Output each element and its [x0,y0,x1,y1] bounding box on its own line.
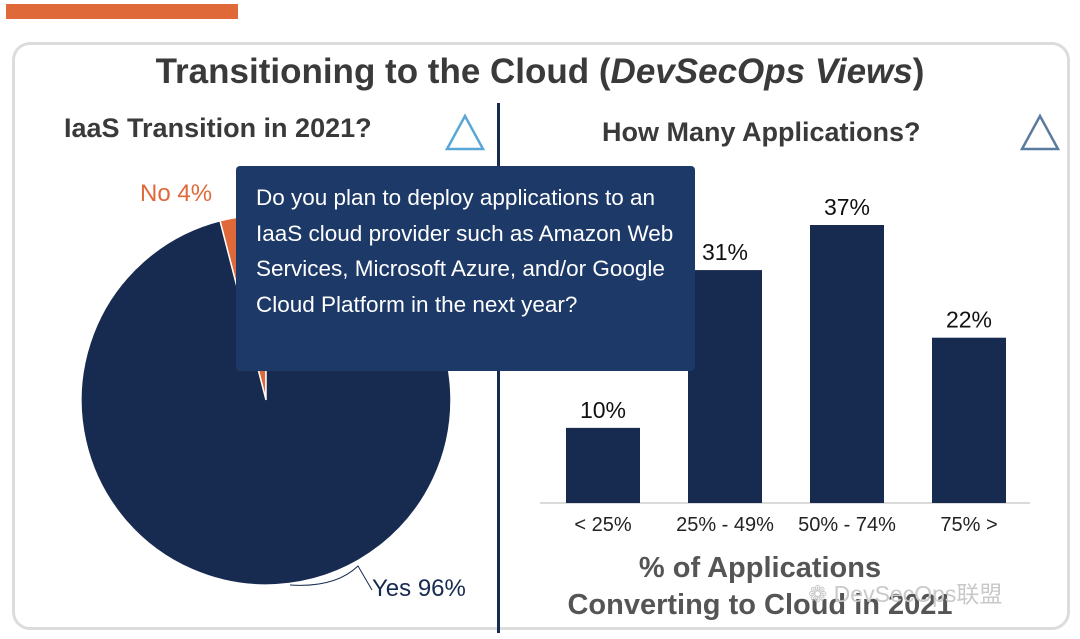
bar-2 [810,225,884,503]
x-axis-label-line2: Converting to Cloud in 2021 [567,589,953,621]
bar-chart: 10% 31% 37% 22% [540,194,1030,504]
bar-data-label-2: 37% [824,194,870,220]
accent-bar [6,4,238,19]
title-close: ) [912,52,925,91]
left-panel-title: IaaS Transition in 2021? [64,113,372,143]
right-panel-title: How Many Applications? [602,117,921,147]
title-main: Transitioning to the Cloud ( [155,52,611,91]
bar-0 [566,427,640,503]
bar-data-label-0: 10% [580,397,626,423]
triangle-outline-icon [444,113,486,151]
wechat-logo-icon: ❁ [808,581,834,607]
x-tick-label-1: 25% - 49% [676,514,774,536]
watermark: ❁ DevSecOps联盟 [808,575,1002,609]
triangle-outline-icon [1019,113,1061,151]
bar-data-label-3: 22% [946,307,992,333]
title-italic: DevSecOps Views [610,52,913,91]
x-tick-label-2: 50% - 74% [798,514,896,536]
bar-3 [932,337,1006,503]
question-tooltip: Do you plan to deploy applications to an… [236,166,695,371]
pie-label-yes: Yes 96% [372,575,466,602]
bar-data-label-1: 31% [702,239,748,265]
x-axis-label: % of Applications Converting to Cloud in… [540,550,980,624]
yes-leader-line [289,565,373,591]
x-tick-label-0: < 25% [574,514,632,536]
pie-label-no: No 4% [140,180,213,207]
watermark-text: DevSecOps联盟 [833,581,1003,607]
page-title: Transitioning to the Cloud (DevSecOps Vi… [0,52,1080,92]
bar-1 [688,270,762,503]
x-tick-label-3: 75% > [940,514,998,536]
x-axis-label-line1: % of Applications [638,552,882,584]
